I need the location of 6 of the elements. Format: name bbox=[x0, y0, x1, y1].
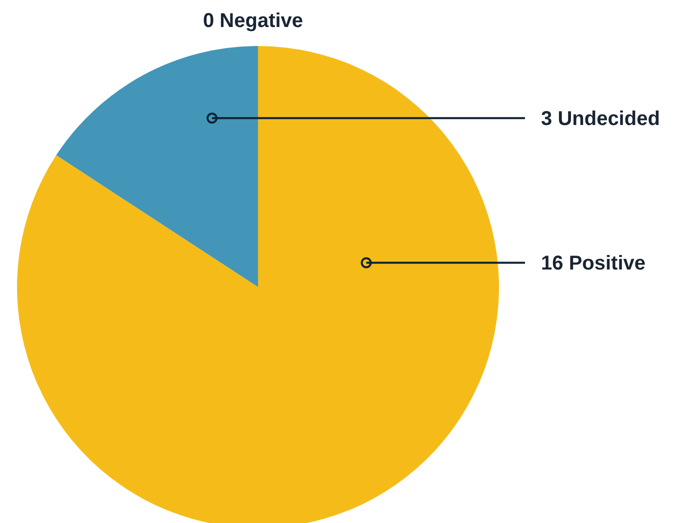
slice-label: Positive bbox=[563, 252, 646, 275]
text: 0 bbox=[202, 10, 214, 32]
data-label: 16 bbox=[541, 252, 564, 275]
slice-label: Undecided bbox=[552, 108, 660, 130]
data-label: 3 bbox=[541, 108, 552, 130]
category-label: Negative bbox=[220, 10, 304, 32]
